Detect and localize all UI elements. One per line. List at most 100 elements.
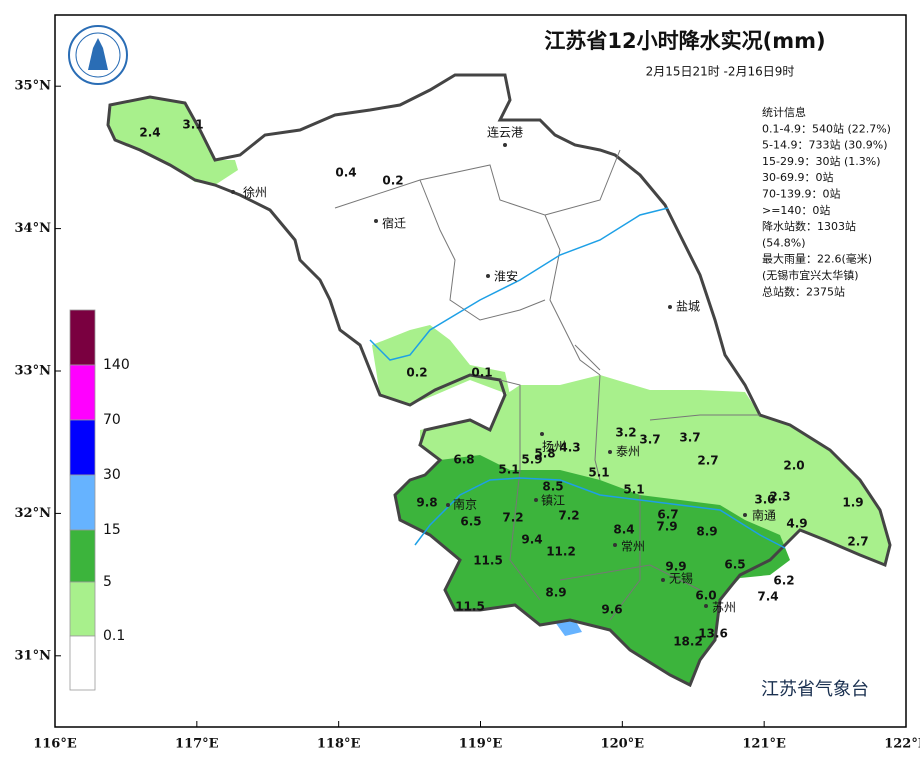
rain-label: 11.5	[473, 554, 503, 568]
legend-swatch	[69, 635, 96, 691]
rain-label: 3.0	[754, 493, 775, 507]
rain-label: 2.3	[769, 490, 790, 504]
rain-label: 5.1	[498, 463, 519, 477]
legend-label: 5	[103, 574, 112, 590]
city-label: 徐州	[243, 185, 267, 200]
stat-line: 15-29.9：30站 (1.3%)	[762, 154, 880, 168]
title: 江苏省12小时降水实况(mm)	[544, 29, 825, 53]
city-dot	[613, 543, 617, 547]
rain-label: 9.8	[416, 496, 437, 510]
rain-label: 7.9	[656, 520, 677, 534]
rain-label: 2.4	[139, 126, 160, 140]
legend-swatch	[69, 364, 96, 421]
city-label: 苏州	[712, 601, 736, 615]
x-tick-label: 122°E	[884, 737, 920, 752]
y-tick-label: 35°N	[15, 79, 52, 94]
legend-swatch	[69, 474, 96, 531]
y-tick-label: 32°N	[15, 506, 52, 521]
x-tick-label: 117°E	[175, 737, 219, 752]
rain-label: 6.5	[460, 515, 481, 529]
legend-swatch	[69, 419, 96, 476]
rain-label: 1.9	[842, 496, 863, 510]
rain-label: 7.2	[558, 509, 579, 523]
rain-label: 18.2	[673, 635, 703, 649]
city-label: 泰州	[616, 445, 640, 459]
rain-label: 3.2	[615, 426, 636, 440]
rain-label: 2.7	[847, 535, 868, 549]
legend-label: 30	[103, 467, 121, 483]
rain-label: 8.5	[542, 480, 563, 494]
river	[414, 477, 786, 549]
rain-label: 9.6	[601, 603, 622, 617]
city-label: 南京	[453, 497, 477, 512]
city-label: 无锡	[669, 571, 693, 586]
rain-label: 13.6	[698, 627, 728, 641]
rain-label: 6.5	[724, 558, 745, 572]
rain-label: 6.8	[453, 453, 474, 467]
stat-line: 最大雨量：22.6(毫米)	[762, 252, 872, 266]
city-label: 连云港	[487, 125, 523, 140]
legend-label: 70	[103, 412, 121, 428]
city-label: 淮安	[494, 269, 518, 284]
rain-label: 3.7	[679, 431, 700, 445]
rain-label: 4.9	[786, 517, 807, 531]
rain-label: 11.5	[455, 600, 485, 614]
city-dot	[374, 219, 378, 223]
x-tick-label: 118°E	[317, 737, 361, 752]
city-label: 盐城	[676, 300, 700, 314]
rain-label: 0.4	[335, 166, 356, 180]
province-boundary	[106, 73, 892, 688]
rain-label: 0.2	[382, 174, 403, 188]
rain-label: 11.2	[546, 545, 576, 559]
city-dot	[540, 432, 544, 436]
city-boundary	[334, 149, 760, 621]
y-tick-label: 33°N	[15, 364, 52, 379]
rain-label: 5.9	[521, 453, 542, 467]
rain-label: 0.1	[471, 366, 492, 380]
rain-label: 0.2	[406, 366, 427, 380]
rain-label: 7.4	[757, 590, 778, 604]
x-tick-label: 116°E	[33, 737, 77, 752]
rain-label: 9.9	[665, 560, 686, 574]
stat-line: 统计信息	[762, 105, 806, 119]
rain-label: 5.1	[588, 466, 609, 480]
rain-area	[555, 620, 582, 636]
y-tick-label: 31°N	[15, 648, 52, 663]
rain-label: 2.0	[783, 459, 804, 473]
rain-label: 3.1	[182, 118, 203, 132]
stat-line: 降水站数：1303站	[762, 219, 856, 233]
rain-label: 7.2	[502, 511, 523, 525]
city-dot	[503, 143, 507, 147]
city-dot	[743, 513, 747, 517]
city-dot	[534, 498, 538, 502]
x-tick-label: 119°E	[459, 737, 503, 752]
x-tick-label: 120°E	[601, 737, 645, 752]
stat-line: (无锡市宜兴太华镇)	[762, 268, 859, 282]
rain-label: 6.2	[773, 574, 794, 588]
city-label: 常州	[621, 540, 645, 554]
rain-label: 8.9	[696, 525, 717, 539]
rain-area	[108, 97, 238, 185]
legend-label: 15	[103, 522, 121, 538]
city-dot	[704, 604, 708, 608]
legend-label: 140	[103, 357, 130, 373]
rain-area	[372, 325, 510, 405]
city-dot	[231, 190, 235, 194]
river	[369, 207, 669, 361]
rain-label: 8.4	[613, 523, 634, 537]
stat-line: (54.8%)	[762, 236, 806, 249]
footer: 江苏省气象台	[761, 679, 869, 700]
city-label: 镇江	[541, 494, 565, 508]
x-tick-label: 121°E	[742, 737, 786, 752]
rain-label: 5.8	[534, 447, 555, 461]
stat-line: 30-69.9：0站	[762, 170, 833, 184]
y-tick-label: 34°N	[15, 221, 52, 236]
stat-line: 0.1-4.9：540站 (22.7%)	[762, 121, 891, 135]
city-label: 宿迁	[382, 216, 406, 231]
rain-label: 5.1	[623, 483, 644, 497]
legend-swatch	[69, 529, 96, 583]
city-dot	[668, 305, 672, 309]
city-label: 南通	[752, 508, 776, 523]
rain-area	[395, 455, 790, 685]
